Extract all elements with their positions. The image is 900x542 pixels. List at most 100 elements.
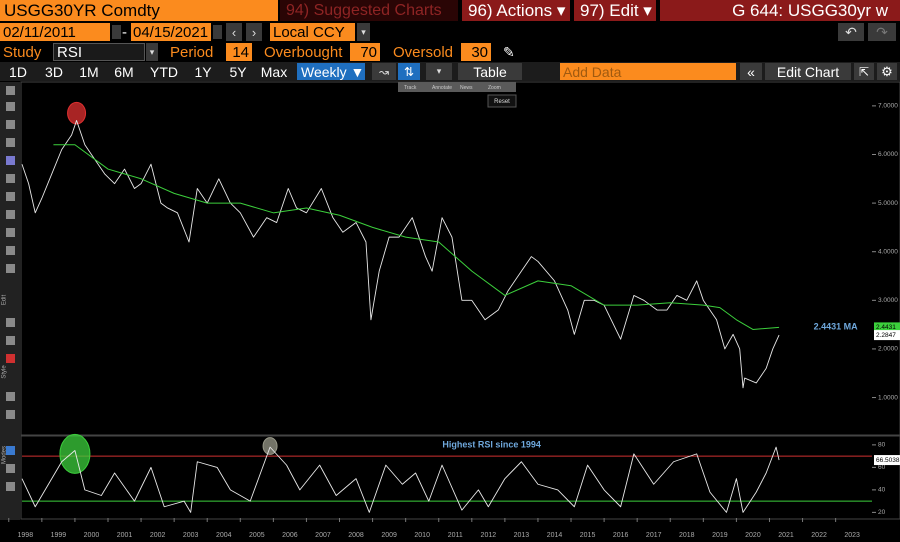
range-button[interactable]: Max bbox=[260, 63, 288, 80]
x-tick-label: 2021 bbox=[778, 532, 794, 539]
price-panel bbox=[20, 81, 900, 436]
value-tag bbox=[874, 455, 900, 466]
collapse-button[interactable]: « bbox=[740, 63, 762, 80]
tool-icon[interactable] bbox=[6, 392, 15, 401]
overbought-field[interactable]: 70 bbox=[350, 43, 380, 61]
x-tick-label: 2018 bbox=[679, 532, 695, 539]
side-label: Edit bbox=[2, 295, 8, 306]
x-tick-label: 2022 bbox=[811, 532, 827, 539]
edit-chart-button[interactable]: Edit Chart bbox=[765, 63, 851, 80]
window-title: G 644: USGG30yr w bbox=[660, 0, 900, 21]
chart-type-dropdown[interactable]: ▾ bbox=[426, 63, 452, 80]
tool-icon[interactable] bbox=[6, 120, 15, 129]
bar-chart-icon[interactable]: ⇅ bbox=[398, 63, 420, 80]
tool-icon[interactable] bbox=[6, 156, 15, 165]
y-tick-label: 3.0000 bbox=[878, 297, 898, 304]
currency-dropdown[interactable]: ▾ bbox=[357, 23, 370, 41]
range-button[interactable]: YTD bbox=[150, 63, 178, 80]
prev-button[interactable]: ‹ bbox=[226, 23, 242, 41]
edit-menu[interactable]: 97) Edit ▾ bbox=[574, 0, 656, 21]
x-tick-label: 2014 bbox=[547, 532, 563, 539]
period-field[interactable]: 14 bbox=[226, 43, 252, 61]
study-field[interactable]: RSI bbox=[53, 43, 145, 61]
line-chart-icon[interactable]: ↝ bbox=[372, 63, 396, 80]
settings-button[interactable]: ⚙ bbox=[877, 63, 897, 80]
pen-icon[interactable]: ✎ bbox=[503, 44, 515, 60]
range-button[interactable]: 5Y bbox=[229, 63, 247, 80]
tool-icon[interactable] bbox=[6, 264, 15, 273]
actions-menu[interactable]: 96) Actions ▾ bbox=[462, 0, 570, 21]
x-tick-label: 2009 bbox=[381, 532, 397, 539]
tool-icon[interactable] bbox=[6, 246, 15, 255]
value-tag-label: 2.4431 bbox=[876, 324, 896, 331]
range-button[interactable]: 1Y bbox=[194, 63, 212, 80]
mini-toolbar bbox=[398, 82, 516, 92]
range-button[interactable]: 6M bbox=[114, 63, 134, 80]
study-dropdown[interactable]: ▾ bbox=[146, 43, 158, 61]
highlight-circle bbox=[262, 437, 278, 455]
value-tag bbox=[874, 330, 900, 341]
value-tag-label: 66.5038 bbox=[876, 457, 900, 464]
side-label: Style bbox=[2, 365, 8, 379]
value-tag bbox=[874, 322, 900, 333]
suggested-charts[interactable]: 94) Suggested Charts bbox=[280, 0, 458, 21]
y-tick-label: 4.0000 bbox=[878, 248, 898, 255]
tool-icon[interactable] bbox=[6, 318, 15, 327]
frequency-dropdown[interactable]: Weekly ▼ bbox=[297, 63, 365, 80]
tool-icon[interactable] bbox=[6, 354, 15, 363]
x-tick-label: 1998 bbox=[18, 532, 34, 539]
resize-button[interactable]: ⇱ bbox=[854, 63, 874, 80]
x-tick-label: 2007 bbox=[315, 532, 331, 539]
tool-icon[interactable] bbox=[6, 336, 15, 345]
highlight-circle bbox=[67, 101, 87, 125]
x-tick-label: 2012 bbox=[481, 532, 497, 539]
x-tick-label: 2011 bbox=[448, 532, 463, 539]
tool-icon[interactable] bbox=[6, 102, 15, 111]
tool-icon[interactable] bbox=[6, 86, 15, 95]
x-tick-label: 2008 bbox=[348, 532, 364, 539]
currency-field[interactable]: Local CCY bbox=[270, 23, 355, 41]
mini-tool[interactable]: Track bbox=[404, 85, 417, 91]
range-button[interactable]: 1D bbox=[9, 63, 27, 80]
oversold-field[interactable]: 30 bbox=[461, 43, 491, 61]
mini-tool[interactable]: Annotate bbox=[432, 85, 452, 91]
calendar-icon[interactable] bbox=[112, 25, 121, 39]
mini-tool[interactable]: News bbox=[460, 85, 473, 91]
table-button[interactable]: Table bbox=[458, 63, 522, 80]
calendar-icon[interactable] bbox=[213, 25, 222, 39]
tool-icon[interactable] bbox=[6, 482, 15, 491]
x-tick-label: 2015 bbox=[580, 532, 596, 539]
tool-icon[interactable] bbox=[6, 174, 15, 183]
range-button[interactable]: 1M bbox=[79, 63, 99, 80]
tool-icon[interactable] bbox=[6, 446, 15, 455]
x-tick-label: 2017 bbox=[646, 532, 662, 539]
x-tick-label: 2000 bbox=[84, 532, 100, 539]
mini-tool[interactable]: Zoom bbox=[488, 85, 501, 91]
reset-button[interactable] bbox=[487, 94, 517, 108]
tool-icon[interactable] bbox=[6, 192, 15, 201]
y-tick-label: 5.0000 bbox=[878, 200, 898, 207]
tool-icon[interactable] bbox=[6, 228, 15, 237]
reset-label[interactable]: Reset bbox=[494, 99, 510, 105]
highlight-circle bbox=[59, 433, 91, 474]
tool-icon[interactable] bbox=[6, 410, 15, 419]
redo-button[interactable]: ↷ bbox=[868, 23, 896, 41]
undo-button[interactable]: ↶ bbox=[838, 23, 864, 41]
tool-icon[interactable] bbox=[6, 210, 15, 219]
x-tick-label: 2004 bbox=[216, 532, 232, 539]
end-date[interactable]: 04/15/2021 bbox=[131, 23, 211, 41]
add-data-field[interactable]: Add Data bbox=[560, 63, 736, 80]
x-tick-label: 2006 bbox=[282, 532, 298, 539]
x-tick-label: 2002 bbox=[150, 532, 166, 539]
x-tick-label: 1999 bbox=[51, 532, 67, 539]
x-tick-label: 2003 bbox=[183, 532, 199, 539]
start-date[interactable]: 02/11/2011 bbox=[0, 23, 110, 41]
next-button[interactable]: › bbox=[246, 23, 262, 41]
security-field[interactable]: USGG30YR Comdty bbox=[0, 0, 278, 21]
x-tick-label: 2023 bbox=[844, 532, 860, 539]
range-button[interactable]: 3D bbox=[45, 63, 63, 80]
side-label: Modes bbox=[2, 446, 8, 464]
tool-icon[interactable] bbox=[6, 464, 15, 473]
tool-icon[interactable] bbox=[6, 138, 15, 147]
oversold-label: Oversold bbox=[393, 43, 454, 61]
